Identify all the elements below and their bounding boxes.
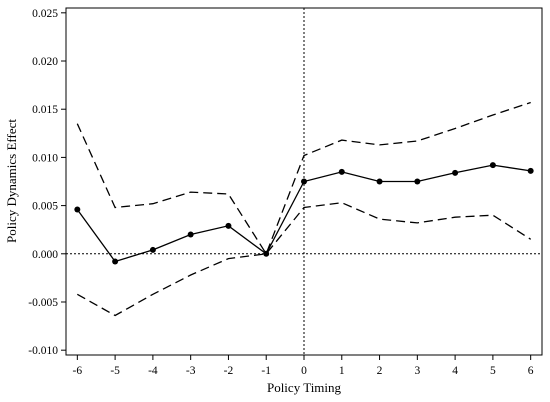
x-tick-label: 0 [301,365,307,377]
x-tick-label: 3 [414,365,420,377]
x-tick-label: -2 [224,365,234,377]
estimate-point [376,178,383,185]
x-axis-title: Policy Timing [267,380,342,395]
y-tick-label: 0.000 [32,249,58,261]
upper-ci-line [76,101,531,256]
x-tick-label: 5 [490,365,496,377]
y-tick-label: 0.020 [32,56,58,68]
estimate-point [452,169,459,176]
lower-ci-line [76,202,532,317]
estimate-point [527,167,534,174]
estimate-point [225,222,232,229]
estimate-point [301,178,307,185]
x-tick-label: -1 [261,365,271,377]
estimate-point [74,206,81,213]
x-tick-label: -4 [148,365,158,377]
estimate-point [187,231,194,238]
x-tick-label: -5 [110,365,120,377]
estimate-point [112,258,119,265]
y-tick-label: 0.010 [32,152,58,164]
x-tick-label: -6 [73,365,83,377]
x-tick-label: 6 [528,365,534,377]
series-layer [74,101,534,317]
y-tick-label: 0.025 [32,8,58,20]
y-tick-label: -0.005 [28,297,58,309]
estimate-point [338,168,345,175]
estimate-point [149,246,156,253]
x-tick-label: 4 [452,365,458,377]
y-tick-label: 0.015 [32,104,58,116]
x-tick-label: -3 [186,365,196,377]
y-tick-label: -0.010 [28,345,58,357]
estimate-point [489,162,496,169]
x-axis-ticks: -6 -5 -4 -3 -2 -1 0 1 2 3 4 5 6 [73,355,534,377]
x-tick-label: 1 [339,365,345,377]
x-tick-label: 2 [377,365,383,377]
y-axis-ticks: -0.010 -0.005 0.000 0.005 0.010 0.015 0.020 0.0… [28,8,66,357]
y-tick-label: 0.005 [32,201,58,213]
y-axis-title: Policy Dynamics Effect [4,119,19,243]
estimate-point [414,178,421,185]
